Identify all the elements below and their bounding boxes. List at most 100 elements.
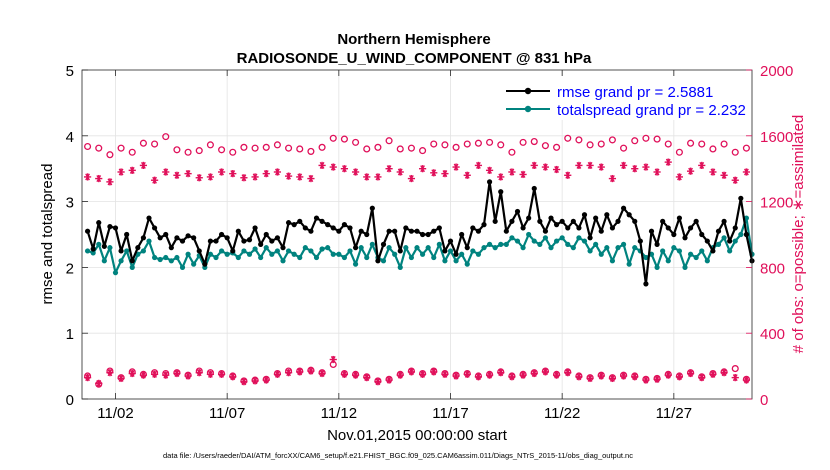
rmse-point bbox=[453, 251, 459, 257]
obs-assimilated-marker bbox=[552, 165, 561, 174]
totalspread-point bbox=[682, 264, 688, 270]
obs-assimilated-marker bbox=[374, 173, 382, 181]
obs-assimilated-low-marker bbox=[441, 370, 449, 378]
obs-assimilated-marker bbox=[597, 163, 605, 171]
obs-possible-marker bbox=[285, 144, 293, 152]
rmse-point bbox=[386, 228, 392, 234]
obs-assimilated-low-marker bbox=[184, 372, 192, 380]
totalspread-point bbox=[369, 241, 375, 247]
rmse-point bbox=[738, 195, 744, 201]
obs-assimilated-marker bbox=[206, 173, 215, 181]
obs-assimilated-marker bbox=[318, 161, 326, 170]
rmse-point bbox=[392, 228, 398, 234]
rmse-point bbox=[514, 208, 521, 215]
obs-assimilated-low-marker bbox=[675, 373, 684, 381]
obs-assimilated-marker bbox=[653, 168, 661, 176]
obs-assimilated-marker bbox=[418, 165, 427, 173]
obs-assimilated-low-marker bbox=[251, 377, 259, 385]
x-tick-label: 11/07 bbox=[209, 405, 245, 422]
obs-assimilated-low-marker bbox=[139, 371, 148, 379]
obs-assimilated-low-marker bbox=[396, 371, 404, 379]
rmse-point bbox=[330, 225, 336, 231]
rmse-point bbox=[581, 212, 588, 218]
y-tick-label: 3 bbox=[66, 195, 74, 212]
obs-assimilated-low-marker bbox=[385, 376, 393, 384]
rmse-point bbox=[185, 233, 191, 239]
totalspread-point bbox=[632, 245, 638, 251]
obs-assimilated-marker bbox=[195, 174, 203, 182]
obs-assimilated-low-marker bbox=[106, 369, 114, 377]
rmse-point bbox=[163, 231, 169, 238]
obs-assimilated-low-marker bbox=[575, 373, 583, 381]
obs-assimilated-marker bbox=[262, 170, 270, 178]
obs-possible-marker bbox=[575, 136, 583, 144]
totalspread-point bbox=[101, 258, 107, 264]
rmse-point bbox=[107, 224, 113, 230]
rmse-point bbox=[704, 238, 710, 244]
rmse-point bbox=[135, 245, 141, 251]
totalspread-point bbox=[313, 254, 320, 261]
rmse-point bbox=[648, 228, 655, 234]
y2-tick-label: 1200 bbox=[760, 195, 793, 212]
obs-assimilated-low-marker bbox=[742, 376, 751, 384]
y2-tick-label: 2000 bbox=[760, 63, 793, 80]
obs-assimilated-low-marker bbox=[564, 369, 572, 377]
rmse-point bbox=[101, 243, 107, 249]
totalspread-point bbox=[341, 254, 348, 261]
totalspread-point bbox=[118, 258, 124, 264]
obs-assimilated-low-marker bbox=[541, 368, 550, 376]
obs-assimilated-low-marker bbox=[485, 371, 494, 379]
totalspread-point bbox=[498, 241, 504, 247]
totalspread-point bbox=[436, 241, 442, 247]
obs-assimilated-low-marker bbox=[206, 370, 215, 378]
rmse-point bbox=[408, 228, 415, 234]
rmse-point bbox=[274, 235, 281, 241]
y-axis-right: 0 400 800 1200 1600 2000 bbox=[746, 63, 793, 409]
rmse-point bbox=[403, 225, 409, 231]
obs-assimilated-low-marker bbox=[296, 368, 304, 376]
rmse-point bbox=[151, 225, 158, 231]
rmse-point bbox=[336, 228, 342, 234]
rmse-point bbox=[632, 218, 638, 224]
obs-possible-marker bbox=[340, 135, 348, 143]
obs-assimilated-low-marker bbox=[731, 374, 739, 382]
obs-assimilated-marker bbox=[575, 161, 583, 170]
obs-assimilated-marker bbox=[508, 168, 516, 176]
obs-assimilated-marker bbox=[217, 168, 226, 176]
rmse-point bbox=[570, 218, 576, 224]
rmse-point bbox=[620, 205, 627, 211]
obs-assimilated-low-marker bbox=[128, 369, 136, 378]
rmse-point bbox=[565, 225, 571, 231]
obs-assimilated-low-marker bbox=[307, 367, 315, 375]
obs-possible-marker bbox=[620, 144, 628, 152]
rmse-point bbox=[269, 238, 275, 244]
rmse-point bbox=[503, 228, 509, 234]
obs-assimilated-marker bbox=[184, 170, 192, 178]
totalspread-point bbox=[464, 261, 470, 267]
obs-assimilated-low-marker bbox=[552, 371, 561, 379]
y2-tick-label: 1600 bbox=[760, 129, 793, 146]
rmse-point bbox=[129, 258, 135, 264]
rmse-point bbox=[604, 212, 610, 218]
obs-possible-marker bbox=[698, 140, 706, 148]
obs-possible-marker bbox=[139, 139, 147, 147]
totalspread-point bbox=[470, 248, 476, 254]
totalspread-point bbox=[185, 251, 191, 257]
rmse-point bbox=[486, 179, 493, 185]
obs-possible-marker bbox=[117, 144, 125, 152]
rmse-point bbox=[481, 222, 487, 228]
rmse-point bbox=[431, 228, 437, 234]
obs-assimilated-marker bbox=[608, 174, 617, 183]
data-file-footnote: data file: /Users/raeder/DAI/ATM_forcXX/… bbox=[163, 451, 633, 460]
totalspread-point bbox=[671, 245, 677, 251]
x-axis-label: Nov.01,2015 00:00:00 start bbox=[327, 427, 508, 444]
chart-title: Northern Hemisphere bbox=[337, 31, 490, 48]
rmse-point bbox=[498, 189, 504, 195]
legend-rmse-label: rmse grand pr = 2.5881 bbox=[557, 84, 713, 101]
obs-possible-marker bbox=[687, 139, 695, 147]
rmse-point bbox=[90, 246, 96, 252]
rmse-point bbox=[425, 231, 431, 238]
obs-possible-marker bbox=[631, 137, 639, 145]
obs-assimilated-marker bbox=[396, 168, 404, 176]
y-tick-label: 2 bbox=[66, 260, 74, 277]
